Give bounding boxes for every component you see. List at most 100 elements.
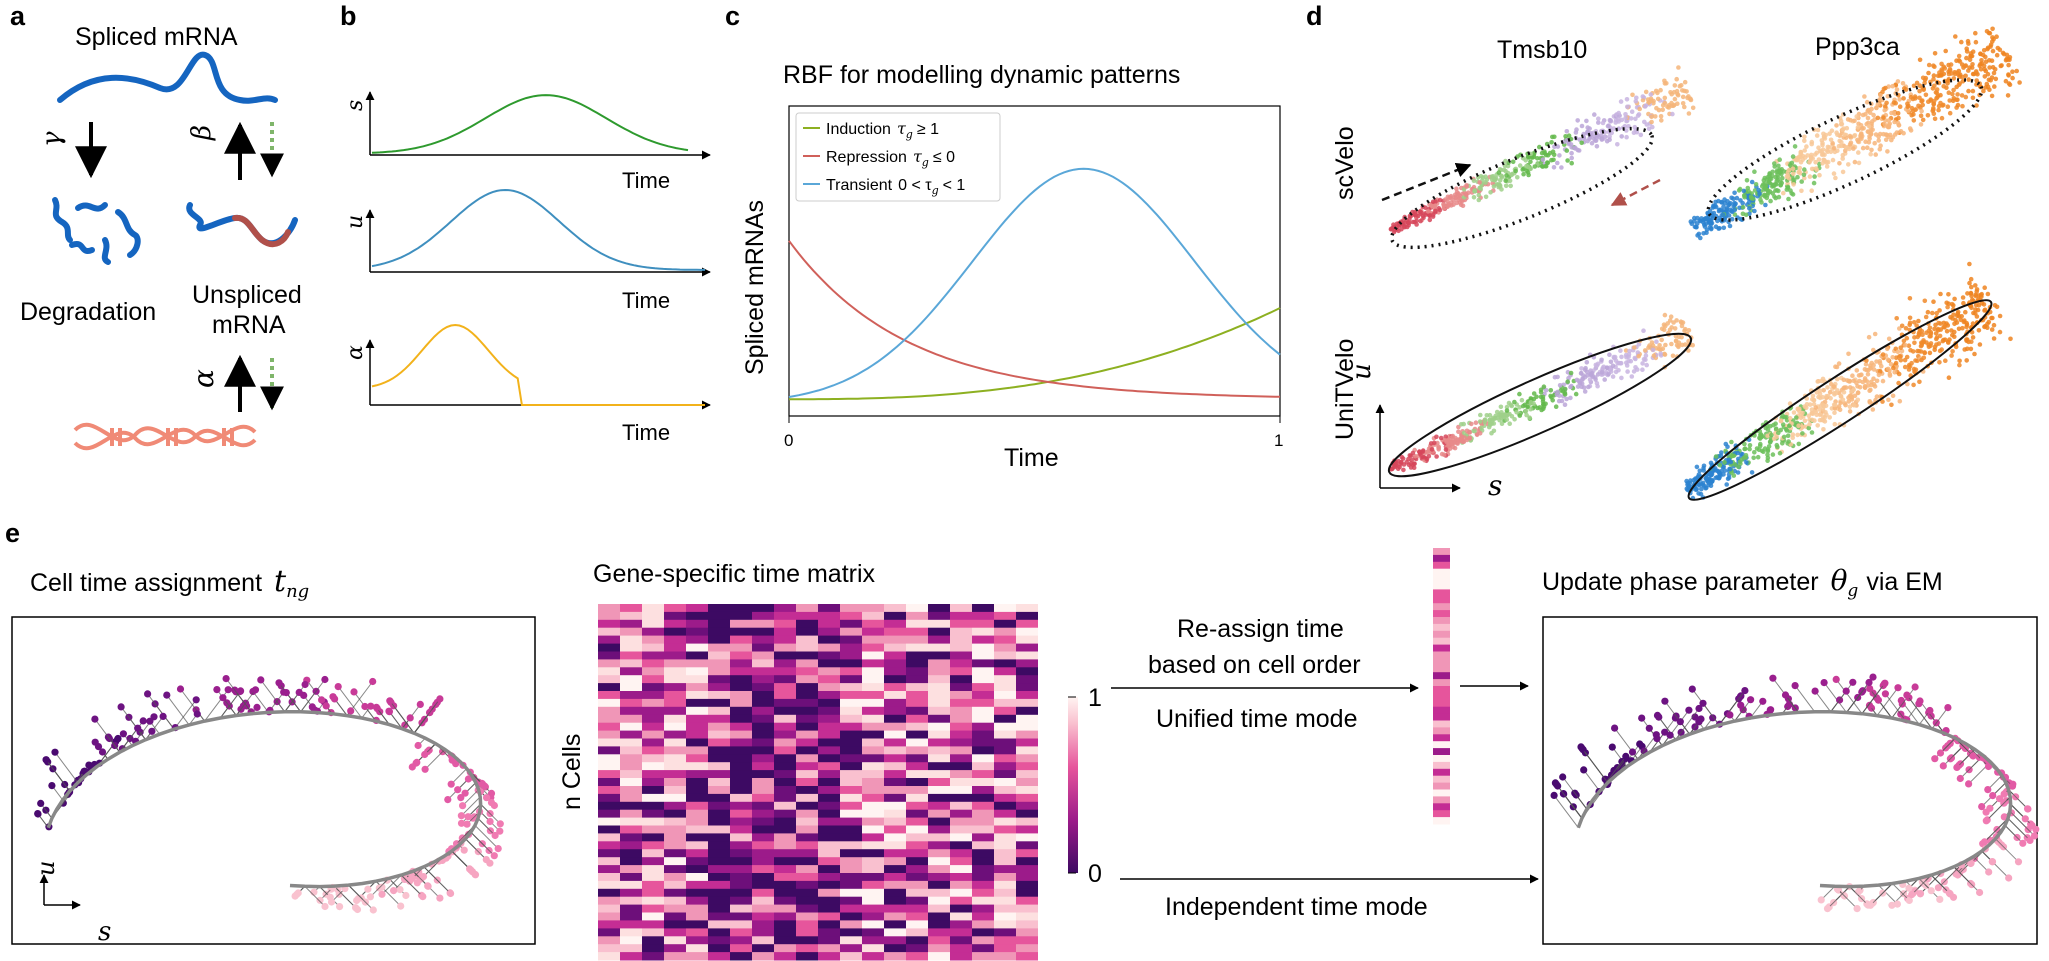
cell-dot bbox=[2030, 832, 2039, 840]
cell-dot bbox=[464, 813, 472, 821]
matrix-cell bbox=[840, 778, 862, 787]
matrix-cell bbox=[620, 627, 642, 637]
panel-e: e Cell time assignment tng u s Gene-speci… bbox=[5, 518, 2040, 961]
cell-dot bbox=[1653, 735, 1661, 743]
scvelo-ppp3ca-cell-dot bbox=[2001, 51, 2007, 57]
matrix-cell bbox=[906, 801, 928, 811]
unitvelo-ppp3ca-cell-dot bbox=[1704, 477, 1709, 483]
matrix-cell bbox=[972, 952, 994, 961]
matrix-cell bbox=[972, 786, 994, 795]
cell-dot bbox=[496, 820, 504, 828]
cell-dot bbox=[224, 686, 232, 694]
matrix-cell bbox=[664, 809, 686, 819]
cell-dot bbox=[1578, 744, 1586, 753]
matrix-cell bbox=[796, 675, 818, 684]
assignment-line bbox=[1835, 679, 1863, 715]
unitvelo-ppp3ca-cell-dot bbox=[1967, 280, 1972, 286]
unitvelo-tmsb10-cell-dot bbox=[1435, 440, 1440, 446]
matrix-cell bbox=[818, 770, 840, 779]
unitvelo-tmsb10-cell-dot bbox=[1444, 438, 1450, 443]
legend-induction-label: Induction bbox=[826, 121, 891, 138]
matrix-cell bbox=[928, 786, 950, 795]
matrix-cell bbox=[840, 762, 862, 771]
matrix-cell bbox=[928, 627, 950, 637]
unitvelo-ppp3ca-cell-dot bbox=[1757, 443, 1763, 449]
unitvelo-tmsb10-cell-dot bbox=[1441, 452, 1447, 458]
scvelo-tmsb10-cell-dot bbox=[1592, 112, 1597, 117]
unitvelo-tmsb10-cell-dot bbox=[1538, 387, 1544, 393]
scvelo-ppp3ca-cell-dot bbox=[1703, 221, 1709, 226]
matrix-cell bbox=[620, 793, 642, 803]
unitvelo-ppp3ca-cell-dot bbox=[1824, 412, 1829, 418]
matrix-cell bbox=[796, 604, 818, 613]
time-vector-cell bbox=[1433, 665, 1450, 673]
matrix-cell bbox=[774, 809, 796, 819]
scvelo-tmsb10-cell-dot bbox=[1528, 166, 1533, 172]
matrix-cell bbox=[642, 698, 664, 708]
scvelo-tmsb10-cell-dot bbox=[1637, 106, 1642, 112]
matrix-cell bbox=[884, 936, 906, 945]
unitvelo-ppp3ca-cell-dot bbox=[1917, 379, 1922, 385]
matrix-cell bbox=[620, 865, 642, 874]
scvelo-tmsb10-cell-dot bbox=[1649, 114, 1654, 119]
unitvelo-ppp3ca-cell-dot bbox=[1899, 323, 1905, 329]
matrix-cell bbox=[972, 691, 994, 700]
matrix-cell bbox=[730, 801, 752, 811]
matrix-cell bbox=[708, 809, 730, 819]
cell-time-portrait bbox=[34, 675, 504, 914]
unitvelo-ppp3ca-cell-dot bbox=[1712, 466, 1718, 471]
matrix-cell bbox=[818, 635, 840, 645]
scvelo-ppp3ca-cell-dot bbox=[1777, 167, 1782, 172]
scvelo-tmsb10-cell-dot bbox=[1559, 165, 1564, 170]
unitvelo-ppp3ca-cell-dot bbox=[1817, 417, 1823, 423]
unitvelo-tmsb10-cell-dot bbox=[1679, 320, 1684, 325]
assignment-line bbox=[1878, 884, 1898, 905]
scvelo-tmsb10-cell-dot bbox=[1640, 97, 1646, 103]
scvelo-tmsb10-cell-dot bbox=[1421, 215, 1426, 220]
unitvelo-ppp3ca-cell-dot bbox=[1968, 276, 1974, 282]
cell-dot bbox=[1939, 762, 1947, 770]
unitvelo-tmsb10-cell-dot bbox=[1623, 348, 1629, 353]
unitvelo-ppp3ca-cell-dot bbox=[1964, 324, 1969, 330]
matrix-cell bbox=[994, 691, 1016, 700]
matrix-cell bbox=[730, 920, 752, 929]
matrix-cell bbox=[950, 627, 972, 637]
matrix-cell bbox=[664, 714, 686, 724]
cell-dot bbox=[490, 852, 498, 860]
matrix-cell bbox=[972, 619, 994, 629]
cell-dot bbox=[390, 887, 398, 895]
scvelo-ppp3ca-cell-dot bbox=[1887, 121, 1892, 127]
cell-dot bbox=[2014, 858, 2023, 866]
scvelo-ppp3ca-cell-dot bbox=[1992, 84, 1997, 89]
unitvelo-ppp3ca-cell-dot bbox=[1907, 364, 1912, 370]
matrix-cell bbox=[840, 912, 862, 921]
scvelo-tmsb10-cell-dot bbox=[1682, 104, 1687, 110]
scvelo-ppp3ca-cell-dot bbox=[1809, 188, 1814, 193]
matrix-cell bbox=[950, 833, 972, 842]
matrix-cell bbox=[950, 675, 972, 684]
scvelo-tmsb10-cell-dot bbox=[1458, 202, 1464, 207]
unitvelo-ppp3ca-cell-dot bbox=[1887, 371, 1893, 377]
scvelo-ppp3ca-cell-dot bbox=[1911, 83, 1917, 89]
scvelo-ppp3ca-cell-dot bbox=[1945, 104, 1951, 109]
matrix-cell bbox=[884, 691, 906, 700]
unitvelo-ppp3ca-cell-dot bbox=[1862, 385, 1868, 391]
unitvelo-tmsb10-cell-dot bbox=[1487, 422, 1493, 428]
assignment-line bbox=[166, 694, 190, 726]
matrix-cell bbox=[642, 619, 664, 629]
scvelo-ppp3ca-cell-dot bbox=[1842, 132, 1847, 137]
scvelo-ppp3ca-cell-dot bbox=[1953, 34, 1958, 39]
scvelo-tmsb10-cell-dot bbox=[1605, 123, 1611, 129]
matrix-cell bbox=[664, 754, 686, 763]
cell-dot bbox=[176, 685, 185, 693]
scvelo-ppp3ca-cell-dot bbox=[1872, 140, 1877, 146]
cell-dot bbox=[321, 675, 329, 684]
scvelo-tmsb10-cell-dot bbox=[1626, 124, 1631, 129]
cell-dot bbox=[1984, 786, 1992, 794]
unitvelo-ppp3ca-cell-dot bbox=[1832, 410, 1837, 416]
time-vector-cell bbox=[1433, 644, 1450, 652]
unitvelo-tmsb10-cell-dot bbox=[1554, 392, 1560, 398]
matrix-cell bbox=[796, 865, 818, 874]
matrix-cell bbox=[906, 920, 928, 929]
assignment-line bbox=[300, 679, 326, 713]
